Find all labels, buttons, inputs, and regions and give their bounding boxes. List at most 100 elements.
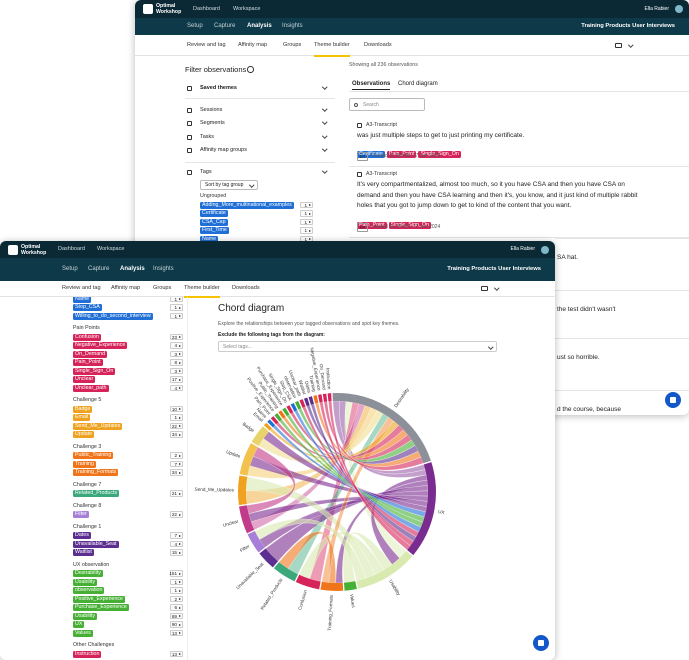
sub-tab[interactable]: Downloads bbox=[232, 285, 260, 291]
tag-chip[interactable]: Positive_Experience bbox=[73, 595, 125, 603]
tag-chip[interactable]: CSA_Cap bbox=[200, 218, 228, 226]
tag-chip[interactable]: Waitlist bbox=[73, 549, 94, 556]
tag-count[interactable]: 1 bbox=[170, 587, 183, 594]
sub-tab[interactable]: Affinity map bbox=[238, 42, 268, 48]
tag-count[interactable]: 1 bbox=[170, 297, 183, 303]
tag-chip[interactable]: Pain_Point bbox=[357, 221, 387, 229]
tag-chip[interactable]: Name bbox=[73, 297, 92, 303]
observation-card[interactable]: A3-Transcript was just multiple steps to … bbox=[349, 118, 689, 168]
tag-count[interactable]: 1 bbox=[170, 578, 183, 586]
tag-chip[interactable]: Instruction bbox=[73, 650, 102, 658]
tag-chip[interactable]: Values bbox=[73, 629, 93, 637]
tag-count[interactable]: 4 bbox=[170, 540, 183, 548]
tag-count[interactable]: 1 bbox=[170, 312, 183, 320]
tag-chip[interactable]: On_Demand bbox=[73, 350, 108, 358]
nav-link[interactable]: Dashboard bbox=[58, 246, 85, 252]
tag-count[interactable]: 13 bbox=[170, 650, 183, 658]
user-name[interactable]: Ella Rabier bbox=[510, 246, 535, 252]
tag-count[interactable]: 3 bbox=[170, 350, 183, 358]
filter-item[interactable]: Tasks bbox=[200, 134, 215, 140]
tag-count[interactable]: 22 bbox=[170, 422, 183, 430]
panel-tab[interactable]: Observations bbox=[352, 80, 391, 90]
sub-tab[interactable]: Affinity map bbox=[111, 285, 141, 291]
tag-count[interactable]: 22 bbox=[170, 511, 183, 518]
tag-chip[interactable]: Related_Products bbox=[73, 490, 120, 497]
sub-tab[interactable]: Groups bbox=[283, 42, 302, 48]
tag-chip[interactable]: Send_Me_Updates bbox=[73, 422, 123, 430]
tag-chip[interactable]: Stop_CSA bbox=[73, 304, 102, 311]
tag-select[interactable]: Select tags... bbox=[218, 341, 497, 352]
tag-chip[interactable]: Badge bbox=[73, 405, 93, 413]
nav-link[interactable]: Dashboard bbox=[193, 6, 220, 12]
tag-chip[interactable]: Training_Formats bbox=[73, 469, 119, 476]
tag-chip[interactable]: Usability bbox=[73, 612, 98, 620]
tag-chip[interactable]: Desirability bbox=[73, 570, 103, 577]
tag-count[interactable]: 21 bbox=[170, 490, 183, 497]
filter-item[interactable]: Saved themes bbox=[200, 85, 237, 91]
tag-chip[interactable]: observation bbox=[73, 587, 105, 594]
tag-count[interactable]: 2 bbox=[170, 595, 183, 603]
sub-tab[interactable]: Downloads bbox=[364, 42, 392, 48]
main-tab[interactable]: Setup bbox=[62, 266, 78, 272]
filter-item[interactable]: Segments bbox=[200, 120, 225, 126]
sub-tab[interactable]: Review and tag bbox=[187, 42, 226, 48]
tag-count[interactable]: 90 bbox=[170, 621, 183, 628]
tag-chip[interactable]: Purchase_Experience bbox=[73, 604, 129, 611]
chat-button[interactable] bbox=[665, 392, 681, 408]
tag-chip[interactable]: Name bbox=[200, 235, 219, 243]
tag-count[interactable]: 1 bbox=[300, 227, 313, 234]
filter-item[interactable]: Tags bbox=[200, 169, 212, 175]
chat-button[interactable] bbox=[533, 635, 549, 651]
tag-chip[interactable]: Filter bbox=[73, 511, 89, 518]
tag-count[interactable]: 3 bbox=[170, 367, 183, 375]
sub-tab[interactable]: Review and tag bbox=[62, 285, 101, 291]
tag-count[interactable]: 69 bbox=[170, 612, 183, 620]
tag-count[interactable]: 34 bbox=[170, 431, 183, 438]
tag-chip[interactable]: Adding_More_multinational_examples bbox=[200, 201, 294, 209]
tag-chip[interactable]: Willing_to_do_second_interview bbox=[73, 312, 153, 320]
tag-chip[interactable]: Training bbox=[73, 460, 96, 468]
nav-link[interactable]: Workspace bbox=[97, 246, 125, 252]
main-tab[interactable]: Analysis bbox=[120, 266, 145, 272]
tag-chip[interactable]: Single_Sign_On bbox=[418, 151, 461, 159]
tag-count[interactable]: 34 bbox=[170, 469, 183, 476]
main-tab[interactable]: Setup bbox=[187, 23, 203, 29]
tag-chip[interactable]: Confusion bbox=[73, 333, 101, 341]
tag-chip[interactable]: Unclear bbox=[73, 376, 96, 383]
tag-count[interactable]: 7 bbox=[170, 532, 183, 539]
tag-count[interactable]: 1 bbox=[300, 210, 313, 217]
observation-card[interactable]: A3-Transcript It's very compartmentalized… bbox=[349, 167, 689, 238]
main-tab[interactable]: Analysis bbox=[247, 23, 272, 29]
tag-chip[interactable]: Certificate bbox=[200, 210, 228, 217]
search-box[interactable]: Search bbox=[349, 98, 425, 111]
tag-chip[interactable]: Unclear_path bbox=[73, 384, 109, 392]
tag-chip[interactable]: Update bbox=[73, 431, 95, 438]
main-tab[interactable]: Capture bbox=[88, 266, 110, 272]
tag-count[interactable]: 6 bbox=[170, 604, 183, 611]
sub-tab[interactable]: Theme builder bbox=[314, 35, 350, 57]
tag-chip[interactable]: Pain_Point bbox=[386, 151, 417, 159]
tag-chip[interactable]: Negative_Experience bbox=[73, 342, 128, 349]
tag-count[interactable]: 23 bbox=[170, 333, 183, 341]
filter-item[interactable]: Affinity map groups bbox=[200, 147, 247, 153]
tag-count[interactable]: 2 bbox=[170, 452, 183, 459]
tag-chip[interactable]: First_Time bbox=[200, 227, 229, 234]
tag-count[interactable]: 7 bbox=[170, 460, 183, 468]
main-tab[interactable]: Insights bbox=[153, 266, 174, 272]
tag-chip[interactable]: Dates bbox=[73, 532, 91, 539]
main-tab[interactable]: Insights bbox=[282, 23, 303, 29]
nav-link[interactable]: Workspace bbox=[233, 6, 261, 12]
sort-select[interactable]: Sort by tag group bbox=[200, 180, 258, 190]
tag-count[interactable]: 1 bbox=[300, 201, 313, 209]
tag-chip[interactable]: Certificate bbox=[357, 151, 385, 159]
sub-tab[interactable]: Theme builder bbox=[184, 281, 220, 298]
tag-chip[interactable]: Public_Training bbox=[73, 452, 114, 459]
filter-item[interactable]: Sessions bbox=[200, 107, 223, 113]
tag-count[interactable]: 1 bbox=[300, 218, 313, 226]
tag-chip[interactable]: Usability bbox=[73, 578, 98, 586]
tag-count[interactable]: 1 bbox=[170, 414, 183, 421]
main-tab[interactable]: Capture bbox=[214, 23, 236, 29]
sub-tab[interactable]: Groups bbox=[153, 285, 172, 291]
tag-chip[interactable]: Pain_Point bbox=[73, 359, 103, 366]
tag-count[interactable]: 13 bbox=[170, 629, 183, 637]
